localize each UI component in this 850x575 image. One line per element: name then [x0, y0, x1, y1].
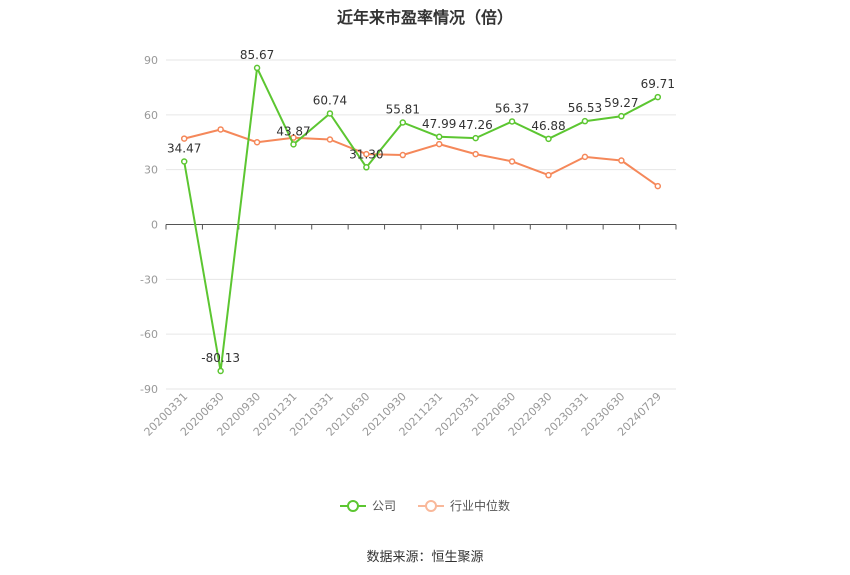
y-tick-label: 90	[144, 54, 158, 67]
data-label-company: 43.87	[276, 124, 310, 138]
data-point-company	[399, 119, 407, 126]
legend-line-orange-icon	[418, 499, 444, 513]
data-point-company	[581, 117, 589, 125]
data-label-company: 46.88	[531, 119, 565, 133]
data-point-industry-median	[217, 126, 224, 133]
data-label-company: 56.37	[495, 101, 529, 115]
gridlines	[166, 59, 676, 390]
y-tick-label: -60	[140, 328, 158, 341]
data-point-company	[545, 135, 552, 143]
legend-item-industry-median[interactable]: 行业中位数	[418, 497, 510, 514]
data-point-industry-median	[363, 150, 370, 158]
data-point-company	[472, 134, 479, 142]
data-point-company	[290, 141, 297, 148]
data-label-company: 69.71	[641, 77, 675, 91]
y-tick-label: -30	[140, 273, 158, 286]
data-point-company	[326, 110, 334, 117]
data-point-company	[253, 64, 261, 72]
legend: 公司 行业中位数	[0, 497, 850, 514]
legend-label-company: 公司	[371, 499, 396, 513]
y-tick-label: 30	[144, 164, 158, 177]
data-point-industry-median	[399, 151, 407, 159]
y-tick-label: -90	[140, 383, 158, 396]
data-point-industry-median	[180, 135, 188, 142]
data-labels: 34.47 -80.13 85.67 43.87 60.74 31.30 55.8147.9…	[167, 48, 675, 365]
data-label-company: 60.74	[313, 93, 347, 107]
series-line-company	[183, 66, 659, 372]
source-note: 数据来源：恒生聚源	[366, 550, 484, 565]
data-point-industry-median	[545, 171, 552, 179]
data-point-industry-median	[253, 139, 261, 146]
data-label-company: -80.13	[201, 351, 240, 365]
data-label-company: 31.30	[349, 147, 383, 161]
data-point-company	[217, 367, 224, 375]
data-label-company: 85.67	[240, 48, 274, 62]
data-point-industry-median	[472, 150, 479, 158]
y-tick-label: 60	[144, 109, 158, 122]
data-point-industry-median	[581, 153, 589, 161]
data-point-industry-median	[618, 157, 625, 164]
data-point-industry-median	[435, 140, 443, 148]
series	[180, 64, 662, 375]
data-point-company	[363, 164, 370, 171]
chart-title: 近年来市盈率情况（倍）	[336, 8, 513, 27]
y-tick-label: 0	[151, 219, 158, 232]
data-point-industry-median	[326, 136, 334, 143]
data-label-company: 47.99	[422, 117, 456, 131]
data-point-company	[508, 118, 516, 125]
legend-label-industry-median: 行业中位数	[450, 499, 511, 513]
data-point-company	[435, 133, 443, 141]
legend-line-green-icon	[339, 499, 366, 513]
series-line-industry-median	[183, 128, 659, 187]
data-label-company: 56.53	[568, 101, 602, 115]
legend-item-company[interactable]: 公司	[339, 497, 396, 514]
data-point-industry-median	[508, 158, 516, 165]
data-label-company: 59.27	[604, 96, 638, 110]
data-point-industry-median	[654, 182, 662, 190]
data-point-company	[654, 93, 662, 101]
data-point-company	[618, 112, 625, 120]
data-label-company: 34.47	[167, 141, 201, 155]
data-point-company	[180, 158, 188, 165]
data-label-company: 55.81	[386, 102, 420, 116]
data-label-company: 47.26	[458, 118, 492, 132]
